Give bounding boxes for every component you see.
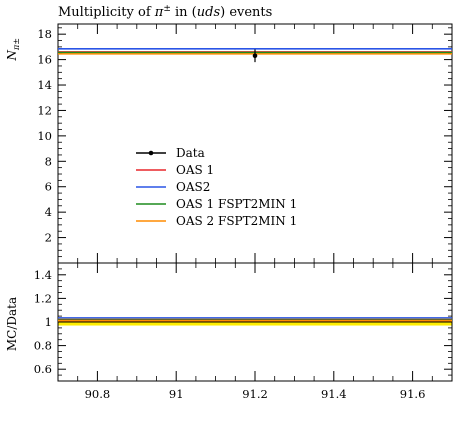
x-tick-labels: 90.8 91 91.2 91.4 91.6 <box>85 387 426 401</box>
x-tick-label: 91.2 <box>242 387 268 401</box>
title-mid: in ( <box>171 5 197 20</box>
main-data-points <box>252 49 258 63</box>
y-axis-label-main: N <box>5 49 19 61</box>
y-axis-label-sub: π± <box>12 38 21 51</box>
y-tick-label: 18 <box>37 27 52 41</box>
legend-marker-data <box>148 150 154 156</box>
ratio-tick-label: 1 <box>45 315 52 329</box>
ratio-tick-label: 0.8 <box>34 339 52 353</box>
title-uds: uds <box>197 5 221 20</box>
y-tick-label: 4 <box>45 205 52 219</box>
chart-title: Multiplicity of π± in (uds) events <box>58 4 272 20</box>
ratio-series-lines <box>58 317 452 323</box>
y-axis-label: Nπ± <box>5 38 21 61</box>
y-tick-label: 14 <box>37 78 52 92</box>
ratio-y-ticks: 0.6 0.8 1 1.2 1.4 <box>34 262 452 382</box>
legend-label-data: Data <box>176 146 205 160</box>
main-y-ticks: 2 4 6 8 10 12 14 16 18 <box>37 27 452 258</box>
legend-label: OAS 1 FSPT2MIN 1 <box>176 197 297 211</box>
ratio-axis-label: MC/Data <box>5 297 19 351</box>
ratio-tick-label: 0.6 <box>34 362 52 376</box>
y-tick-label: 6 <box>45 180 52 194</box>
y-tick-label: 8 <box>45 154 52 168</box>
title-prefix: Multiplicity of <box>58 5 155 20</box>
y-tick-label: 2 <box>45 231 52 245</box>
x-tick-label: 91.6 <box>400 387 426 401</box>
legend-label: OAS 2 FSPT2MIN 1 <box>176 214 297 228</box>
ratio-tick-label: 1.2 <box>34 291 52 305</box>
y-tick-label: 12 <box>37 103 52 117</box>
title-pi-symbol: π <box>154 5 164 20</box>
main-x-ticks <box>57 24 453 263</box>
ratio-tick-label: 1.4 <box>34 268 52 282</box>
x-tick-label: 90.8 <box>85 387 111 401</box>
x-tick-label: 91.4 <box>321 387 347 401</box>
legend-label: OAS 1 <box>176 163 214 177</box>
main-panel: 2 4 6 8 10 12 14 16 18 <box>37 23 453 264</box>
title-pm-superscript: ± <box>163 4 171 14</box>
ratio-panel: 0.6 0.8 1 1.2 1.4 90.8 91 91.2 91.4 91.6 <box>34 262 453 401</box>
ratio-x-ticks <box>57 263 453 381</box>
y-tick-label: 10 <box>37 129 52 143</box>
data-point <box>252 53 258 59</box>
y-tick-label: 16 <box>37 53 52 67</box>
x-tick-label: 91 <box>169 387 184 401</box>
title-suffix: ) events <box>220 5 272 20</box>
legend: Data OAS 1 OAS2 OAS 1 FSPT2MIN 1 OAS 2 FSPT2… <box>136 146 297 228</box>
legend-label: OAS2 <box>176 180 210 194</box>
